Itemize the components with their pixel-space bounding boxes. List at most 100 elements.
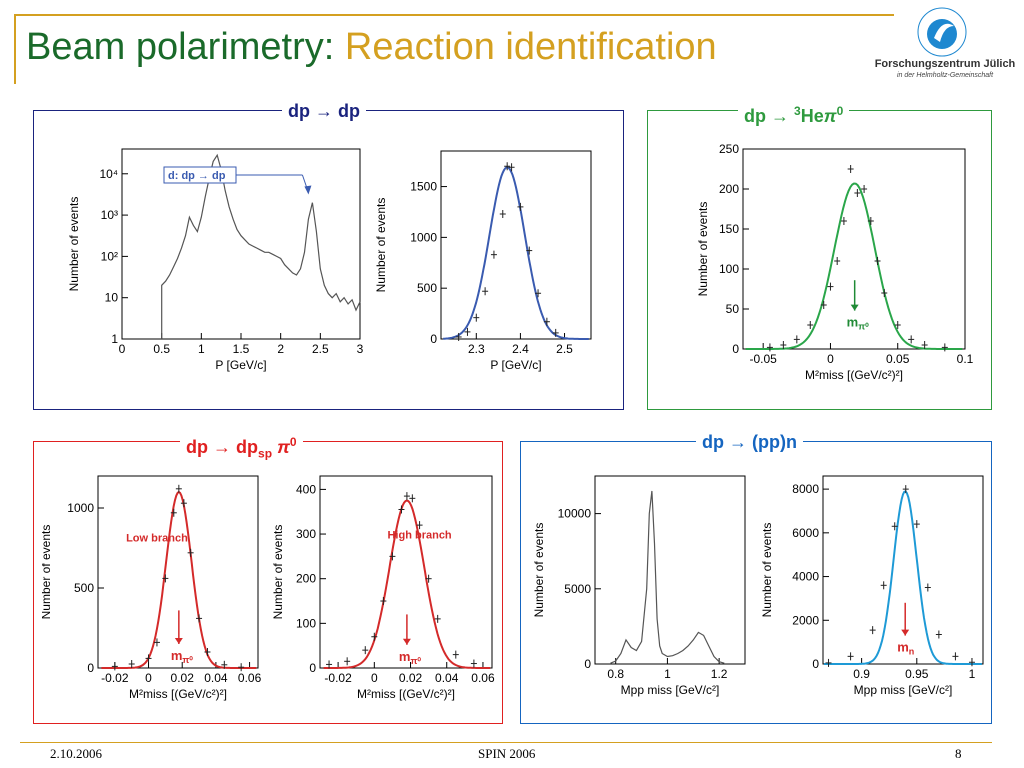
x-tick-label: 0.06 bbox=[238, 671, 262, 685]
panel-label-dp-dp: dp → dp bbox=[282, 100, 367, 122]
mass-marker-subscript: π⁰ bbox=[182, 655, 193, 665]
mass-marker-subscript: π⁰ bbox=[858, 322, 869, 332]
y-axis-label: Number of events bbox=[532, 523, 546, 618]
branch-label: Low branch bbox=[126, 533, 188, 545]
y-axis-label: Number of events bbox=[374, 198, 388, 293]
x-axis-label: P [GeV/c] bbox=[215, 358, 266, 372]
y-tick-label: 0 bbox=[430, 332, 437, 346]
x-axis-label: M²miss [(GeV/c²)²] bbox=[357, 687, 455, 701]
y-tick-label: 0 bbox=[584, 657, 591, 671]
x-tick-label: 0.9 bbox=[853, 667, 870, 681]
x-tick-label: 1 bbox=[664, 667, 671, 681]
y-tick-label: 400 bbox=[296, 482, 316, 496]
x-tick-label: 0.02 bbox=[171, 671, 195, 685]
y-tick-label: 10³ bbox=[101, 208, 118, 222]
y-tick-label: 5000 bbox=[564, 582, 591, 596]
fit-curve bbox=[824, 490, 982, 665]
plot-pp-neutron-mass: 0.9 0.95 1 0 2000 4000 6000 8000 Mpp miss [GeV/c… bbox=[760, 475, 984, 697]
x-tick-label: 1.5 bbox=[233, 342, 250, 356]
x-tick-label: -0.02 bbox=[324, 671, 352, 685]
x-tick-label: 0.5 bbox=[153, 342, 170, 356]
panel-he3pi0: -0.05 0 0.05 0.1 0 50 100 150 200 250 M²miss [(GeV… bbox=[647, 110, 992, 410]
x-tick-label: -0.02 bbox=[101, 671, 129, 685]
x-tick-label: 2.5 bbox=[312, 342, 329, 356]
y-tick-label: 0 bbox=[812, 657, 819, 671]
mass-marker-label: mπ⁰ bbox=[399, 649, 421, 666]
y-tick-label: 250 bbox=[719, 142, 739, 156]
plot-frame bbox=[594, 475, 746, 665]
x-tick-label: 2 bbox=[277, 342, 284, 356]
x-tick-label: 0 bbox=[371, 671, 378, 685]
x-axis-label: Mpp miss [GeV/c²] bbox=[621, 683, 720, 697]
x-tick-label: 0.02 bbox=[399, 671, 423, 685]
fzj-logo: Forschungszentrum Jülich in der Helmholt… bbox=[870, 4, 1020, 88]
y-tick-label: 8000 bbox=[792, 482, 819, 496]
title-rule-vertical bbox=[14, 14, 16, 84]
logo-name: Forschungszentrum Jülich bbox=[874, 58, 1016, 70]
panel-ppn: 0.8 1 1.2 0 5000 10000 Mpp miss [GeV/c²] Number… bbox=[520, 441, 992, 724]
fit-curve bbox=[443, 166, 589, 340]
x-tick-label: 0.04 bbox=[204, 671, 228, 685]
branch-label: High branch bbox=[387, 530, 451, 542]
y-tick-label: 6000 bbox=[792, 526, 819, 540]
y-tick-label: 0 bbox=[309, 661, 316, 675]
panel-label-ppn: dp → (pp)n bbox=[696, 431, 804, 453]
plot-low-branch: -0.02 0 0.02 0.04 0.06 0 500 1000 M²miss [(GeV/c… bbox=[42, 475, 262, 701]
x-tick-label: 0.8 bbox=[607, 667, 624, 681]
panel-dpsp-pi0: -0.02 0 0.02 0.04 0.06 0 500 1000 M²miss [(GeV/c… bbox=[33, 441, 503, 724]
panel-label-he3pi0: dp → 3Heπ0 bbox=[738, 100, 850, 127]
x-axis-label: Mpp miss [GeV/c²] bbox=[854, 683, 953, 697]
y-axis-label: Number of events bbox=[42, 525, 53, 620]
mass-marker-subscript: π⁰ bbox=[410, 656, 421, 666]
y-tick-label: 500 bbox=[74, 581, 94, 595]
y-axis-label: Number of events bbox=[696, 202, 710, 297]
footer-rule bbox=[20, 742, 992, 743]
logo-subtitle: in der Helmholtz-Gemeinschaft bbox=[896, 72, 994, 79]
plot-frame bbox=[319, 475, 493, 669]
x-tick-label: 0 bbox=[119, 342, 126, 356]
plot-frame bbox=[121, 148, 361, 340]
arrow-head-icon bbox=[174, 638, 183, 644]
y-tick-label: 500 bbox=[417, 281, 437, 295]
y-tick-label: 0 bbox=[87, 661, 94, 675]
mass-marker-label: mπ⁰ bbox=[171, 648, 193, 665]
histogram-line bbox=[161, 153, 361, 339]
y-tick-label: 1000 bbox=[67, 501, 94, 515]
y-tick-label: 1500 bbox=[410, 180, 437, 194]
mass-marker-label: mn bbox=[897, 640, 914, 657]
plot-frame bbox=[440, 150, 592, 340]
x-tick-label: 0.06 bbox=[471, 671, 495, 685]
x-tick-label: 1 bbox=[969, 667, 976, 681]
mass-marker-label: mπ⁰ bbox=[847, 315, 869, 332]
panel-label-dpsp-pi0: dp → dpsp π0 bbox=[180, 431, 303, 465]
plot-frame bbox=[742, 148, 966, 350]
fit-curve bbox=[745, 182, 963, 350]
plot-frame bbox=[822, 475, 984, 665]
y-tick-label: 1 bbox=[111, 332, 118, 346]
y-tick-label: 200 bbox=[296, 572, 316, 586]
title-part-1: Beam polarimetry: bbox=[26, 26, 335, 68]
x-tick-label: 3 bbox=[357, 342, 364, 356]
x-tick-label: 2.5 bbox=[556, 342, 573, 356]
x-tick-label: 0 bbox=[827, 352, 834, 366]
x-tick-label: 0.05 bbox=[886, 352, 910, 366]
y-axis-label: Number of events bbox=[760, 523, 774, 618]
x-tick-label: 1 bbox=[198, 342, 205, 356]
y-axis-label: Number of events bbox=[67, 197, 81, 292]
y-tick-label: 10 bbox=[105, 291, 119, 305]
plot-high-branch: -0.02 0 0.02 0.04 0.06 0 100 200 300 400 M²miss [(… bbox=[271, 475, 495, 701]
mass-marker-subscript: n bbox=[909, 647, 915, 657]
footer-conference: SPIN 2006 bbox=[478, 746, 536, 761]
x-tick-label: 2.3 bbox=[468, 342, 485, 356]
histogram-line bbox=[610, 490, 725, 664]
plot-dp-momentum-peak: 2.3 2.4 2.5 0 500 1000 1500 P [GeV/c] Number of … bbox=[374, 150, 592, 372]
x-tick-label: 0 bbox=[145, 671, 152, 685]
annotation-label: d: dp → dp bbox=[168, 170, 226, 182]
title-part-2: Reaction identification bbox=[344, 26, 717, 68]
fit-curve bbox=[323, 499, 491, 669]
x-axis-label: M²miss [(GeV/c²)²] bbox=[805, 368, 903, 382]
x-tick-label: -0.05 bbox=[750, 352, 778, 366]
x-axis-label: M²miss [(GeV/c²)²] bbox=[129, 687, 227, 701]
y-tick-label: 50 bbox=[726, 302, 740, 316]
x-tick-label: 1.2 bbox=[711, 667, 728, 681]
